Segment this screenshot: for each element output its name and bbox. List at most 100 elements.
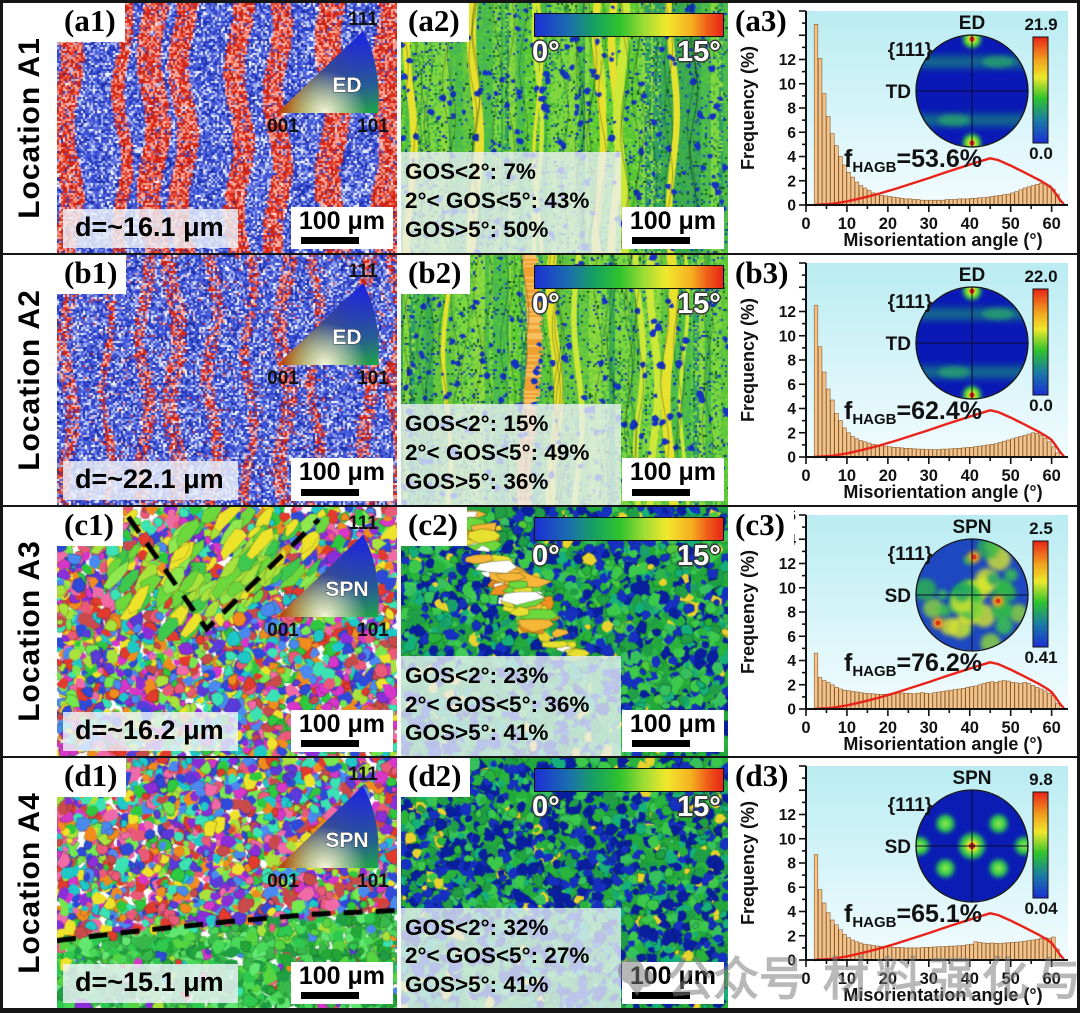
svg-text:8: 8 [787,101,796,118]
svg-text:2: 2 [787,677,796,694]
watermark-text-2: 材料强化与防护 [823,953,1080,1005]
svg-text:10: 10 [838,970,856,988]
svg-text:50: 50 [1002,719,1020,737]
gos-colorbar [534,768,724,793]
pole-colorbar [1032,36,1049,144]
svg-text:4: 4 [787,149,796,166]
x-axis-label: Misorientation angle (°) [843,985,1042,1005]
row-label-text: Location A4 [13,792,46,974]
svg-text:0: 0 [787,449,796,466]
pole-plane-label: {111} [888,292,933,313]
svg-text:30: 30 [920,215,938,233]
svg-text:50: 50 [1002,970,1020,988]
svg-text:20: 20 [879,970,897,988]
svg-text:0: 0 [787,198,796,215]
grain-size-label: d=~16.1 μm [63,208,238,248]
x-axis-label: Misorientation angle (°) [843,230,1042,250]
svg-text:4: 4 [787,653,796,670]
svg-text:0: 0 [787,953,796,970]
gos-colorbar [534,264,724,289]
panel-tag: (c2) [401,506,467,546]
gos-stat-line: GOS>5°: 36% [405,468,549,494]
gos-stats-box: GOS<2°: 32% 2°< GOS<5°: 27% GOS>5°: 41% [401,907,621,1008]
svg-text:20: 20 [879,719,897,737]
pole-colorbar-min: 0.41 [1024,648,1057,667]
svg-text:10: 10 [779,328,796,345]
pole-colorbar-min: 0.04 [1024,899,1058,918]
histogram-panel-d3: 02468101214160102030405060Misorientation… [728,758,1077,1008]
scale-bar: 100 μm [621,206,724,249]
svg-text:0: 0 [801,467,810,485]
scale-bar-label: 100 μm [629,710,716,738]
figure-row-c: Location A3 111 001 101 SPN (c1) d=~16.2 μm… [3,506,1077,759]
svg-text:60: 60 [1042,467,1060,485]
panel-tag: (b2) [401,254,471,294]
figure-row-b: Location A2 111 001 101 ED (b1) d=~22.1 μm … [3,254,1077,507]
svg-text:40: 40 [961,970,979,988]
panel-tag: (a1) [57,3,125,42]
gos-stat-line: GOS>5°: 41% [405,972,549,998]
gos-map-panel-c2: (c2) 0° 15° GOS<2°: 23% 2°< GOS<5°: 36% … [401,506,728,757]
svg-text:10: 10 [838,467,856,485]
svg-text:12: 12 [779,556,796,573]
row-label-text: Location A2 [13,288,46,471]
misorientation-chart: 02468101214160102030405060Misorientation… [728,758,1077,1008]
scale-bar: 100 μm [290,961,393,1004]
svg-text:20: 20 [879,215,897,233]
watermark-icon [618,958,654,996]
scale-bar-label: 100 μm [298,458,385,487]
pole-figure-outline [915,537,1029,652]
svg-text:10: 10 [779,580,796,597]
pole-top-axis-label: ED [959,265,985,286]
y-axis-label: Frequency (%) [738,801,758,925]
svg-text:60: 60 [1042,719,1060,737]
svg-text:0: 0 [801,215,810,233]
svg-text:30: 30 [920,719,938,737]
svg-text:12: 12 [779,304,796,321]
scale-bar-label: 100 μm [298,961,385,990]
panel-tag: (a3) [728,3,796,42]
misorientation-chart: 02468101214160102030405060Misorientation… [728,255,1077,505]
gos-stats-box: GOS<2°: 15% 2°< GOS<5°: 49% GOS>5°: 36% [401,404,621,505]
pole-colorbar-max: 2.5 [1029,519,1053,538]
mackenzie-curve [814,157,1065,207]
gos-stat-line: GOS<2°: 7% [405,159,536,185]
scale-bar-line [300,488,359,496]
column-gap [397,758,401,1008]
svg-text:8: 8 [787,604,796,621]
scale-bar-label: 100 μm [629,458,716,487]
panel-tag: (d3) [728,758,798,798]
fhagb-label: fHAGB=65.1% [844,900,982,931]
gos-colorbar [534,13,724,37]
pole-plane-label: {111} [888,544,933,565]
svg-text:10: 10 [838,215,856,233]
y-axis-label: Frequency (%) [738,549,758,673]
svg-text:12: 12 [779,52,796,69]
scale-bar-label: 100 μm [298,710,385,738]
svg-text:4: 4 [787,904,796,921]
svg-text:2: 2 [787,929,796,946]
svg-text:60: 60 [1042,970,1060,988]
svg-text:10: 10 [838,719,856,737]
scale-bar-line [300,236,359,244]
svg-text:20: 20 [879,467,897,485]
gos-colorbar-max: 15° [677,791,721,824]
gos-stats-box: GOS<2°: 7% 2°< GOS<5°: 43% GOS>5°: 50% [401,152,621,253]
pole-plane-label: {111} [888,795,933,816]
row-label-a4: Location A4 [3,758,57,1008]
gos-colorbar-max: 15° [677,36,721,68]
y-axis-label: Frequency (%) [738,46,758,170]
histogram-panel-c3: 02468101214160102030405060Misorientation… [728,506,1077,757]
scale-bar-line [631,992,690,999]
pole-colorbar [1032,540,1049,647]
pole-colorbar [1032,288,1049,396]
scale-bar: 100 μm [621,458,724,501]
svg-text:2: 2 [787,173,796,190]
svg-text:50: 50 [1002,215,1020,233]
pole-figure-outline [915,789,1029,903]
gos-colorbar-min: 0° [532,791,560,824]
pole-figure [916,287,1028,399]
pole-left-axis-label: TD [886,82,911,103]
gos-colorbar [534,516,724,541]
pole-colorbar [1032,791,1049,899]
